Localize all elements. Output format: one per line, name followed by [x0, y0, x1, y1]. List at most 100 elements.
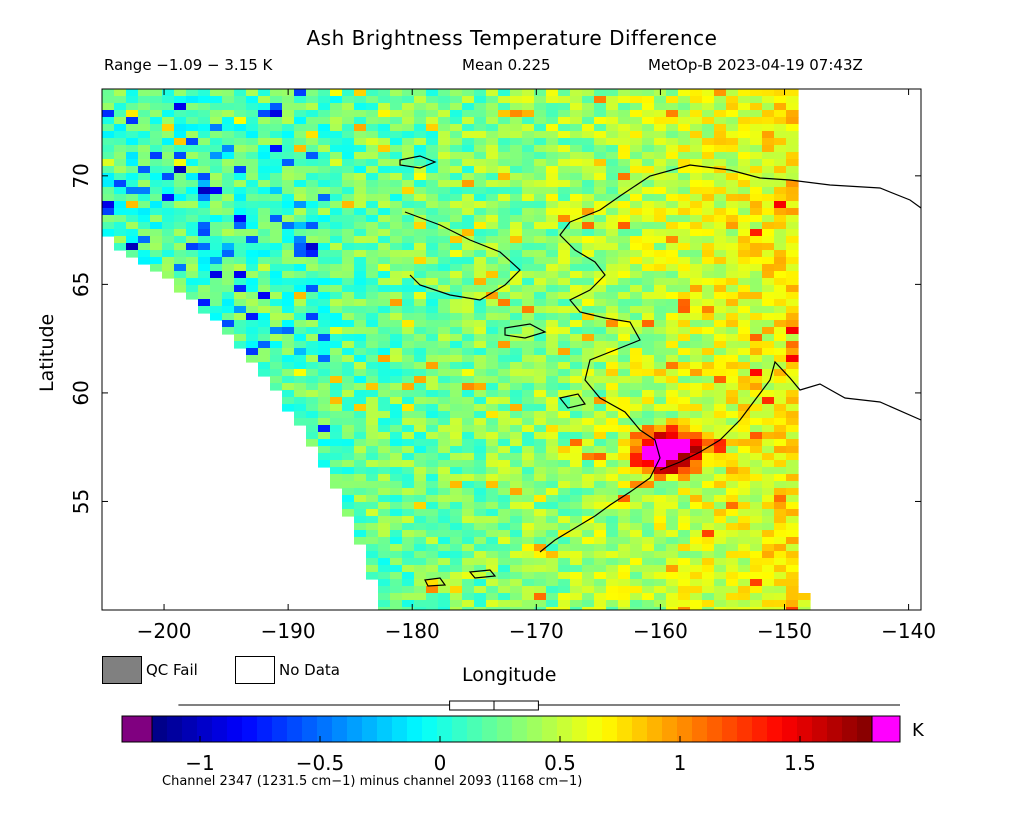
heatmap-cell: [786, 194, 799, 202]
heatmap-cell: [606, 376, 619, 384]
heatmap-cell: [438, 89, 451, 97]
heatmap-cell: [582, 222, 595, 230]
heatmap-cell: [510, 320, 523, 328]
heatmap-cell: [630, 264, 643, 272]
heatmap-cell: [582, 544, 595, 552]
heatmap-cell: [402, 180, 415, 188]
heatmap-cell: [786, 208, 799, 216]
heatmap-cell: [546, 509, 559, 517]
heatmap-cell: [522, 222, 535, 230]
heatmap-cell: [354, 523, 367, 531]
heatmap-cell: [522, 502, 535, 510]
heatmap-cell: [702, 124, 715, 132]
heatmap-cell: [762, 313, 775, 321]
heatmap-cell: [666, 418, 679, 426]
heatmap-cell: [642, 586, 655, 594]
heatmap-cell: [330, 327, 343, 335]
heatmap-cell: [546, 96, 559, 104]
heatmap-cell: [534, 271, 547, 279]
heatmap-cell: [138, 103, 151, 111]
heatmap-cell: [438, 257, 451, 265]
heatmap-cell: [786, 187, 799, 195]
heatmap-cell: [390, 544, 403, 552]
heatmap-cell: [414, 187, 427, 195]
heatmap-cell: [666, 292, 679, 300]
heatmap-cell: [678, 187, 691, 195]
heatmap-cell: [714, 600, 727, 608]
heatmap-cell: [522, 558, 535, 566]
heatmap-cell: [390, 334, 403, 342]
heatmap-cell: [534, 180, 547, 188]
heatmap-cell: [594, 425, 607, 433]
heatmap-cell: [246, 327, 259, 335]
heatmap-cell: [426, 516, 439, 524]
heatmap-cell: [702, 299, 715, 307]
heatmap-cell: [258, 187, 271, 195]
heatmap-cell: [558, 537, 571, 545]
heatmap-cell: [546, 390, 559, 398]
heatmap-cell: [534, 117, 547, 125]
heatmap-cell: [378, 404, 391, 412]
heatmap-cell: [150, 257, 163, 265]
heatmap-cell: [666, 341, 679, 349]
heatmap-cell: [666, 355, 679, 363]
heatmap-cell: [726, 201, 739, 209]
heatmap-cell: [738, 558, 751, 566]
heatmap-cell: [306, 334, 319, 342]
heatmap-cell: [606, 481, 619, 489]
heatmap-cell: [750, 530, 763, 538]
colorbar-tick-label: 1.5: [784, 751, 816, 775]
heatmap-cell: [102, 145, 115, 153]
heatmap-cell: [510, 110, 523, 118]
heatmap-cell: [402, 467, 415, 475]
heatmap-cell: [570, 481, 583, 489]
heatmap-cell: [318, 166, 331, 174]
heatmap-cell: [534, 96, 547, 104]
heatmap-cell: [690, 229, 703, 237]
heatmap-cell: [558, 348, 571, 356]
heatmap-cell: [522, 201, 535, 209]
heatmap-cell: [714, 453, 727, 461]
heatmap-cell: [318, 285, 331, 293]
heatmap-cell: [546, 180, 559, 188]
heatmap-cell: [522, 194, 535, 202]
coastline-path: [539, 515, 596, 553]
heatmap-cell: [426, 376, 439, 384]
heatmap-cell: [690, 446, 703, 454]
heatmap-cell: [378, 299, 391, 307]
heatmap-cell: [582, 145, 595, 153]
heatmap-cell: [462, 159, 475, 167]
heatmap-cell: [270, 271, 283, 279]
heatmap-cell: [342, 229, 355, 237]
heatmap-cell: [294, 271, 307, 279]
heatmap-cell: [378, 306, 391, 314]
heatmap-cell: [438, 460, 451, 468]
heatmap-cell: [606, 453, 619, 461]
heatmap-cell: [798, 607, 811, 610]
heatmap-cell: [438, 152, 451, 160]
heatmap-cell: [642, 467, 655, 475]
heatmap-cell: [654, 488, 667, 496]
heatmap-cell: [666, 229, 679, 237]
heatmap-cell: [654, 348, 667, 356]
heatmap-cell: [126, 236, 139, 244]
heatmap-cell: [762, 250, 775, 258]
heatmap-cell: [786, 523, 799, 531]
heatmap-cell: [270, 341, 283, 349]
heatmap-cell: [738, 250, 751, 258]
heatmap-cell: [522, 243, 535, 251]
heatmap-cell: [594, 551, 607, 559]
heatmap-cell: [654, 313, 667, 321]
heatmap-cell: [774, 208, 787, 216]
heatmap-cell: [546, 600, 559, 608]
heatmap-cell: [678, 432, 691, 440]
heatmap-cell: [738, 327, 751, 335]
heatmap-cell: [750, 278, 763, 286]
heatmap-cell: [366, 327, 379, 335]
heatmap-cell: [558, 411, 571, 419]
heatmap-cell: [318, 411, 331, 419]
heatmap-cell: [570, 425, 583, 433]
heatmap-cell: [786, 334, 799, 342]
heatmap-cell: [534, 355, 547, 363]
heatmap-cell: [582, 271, 595, 279]
